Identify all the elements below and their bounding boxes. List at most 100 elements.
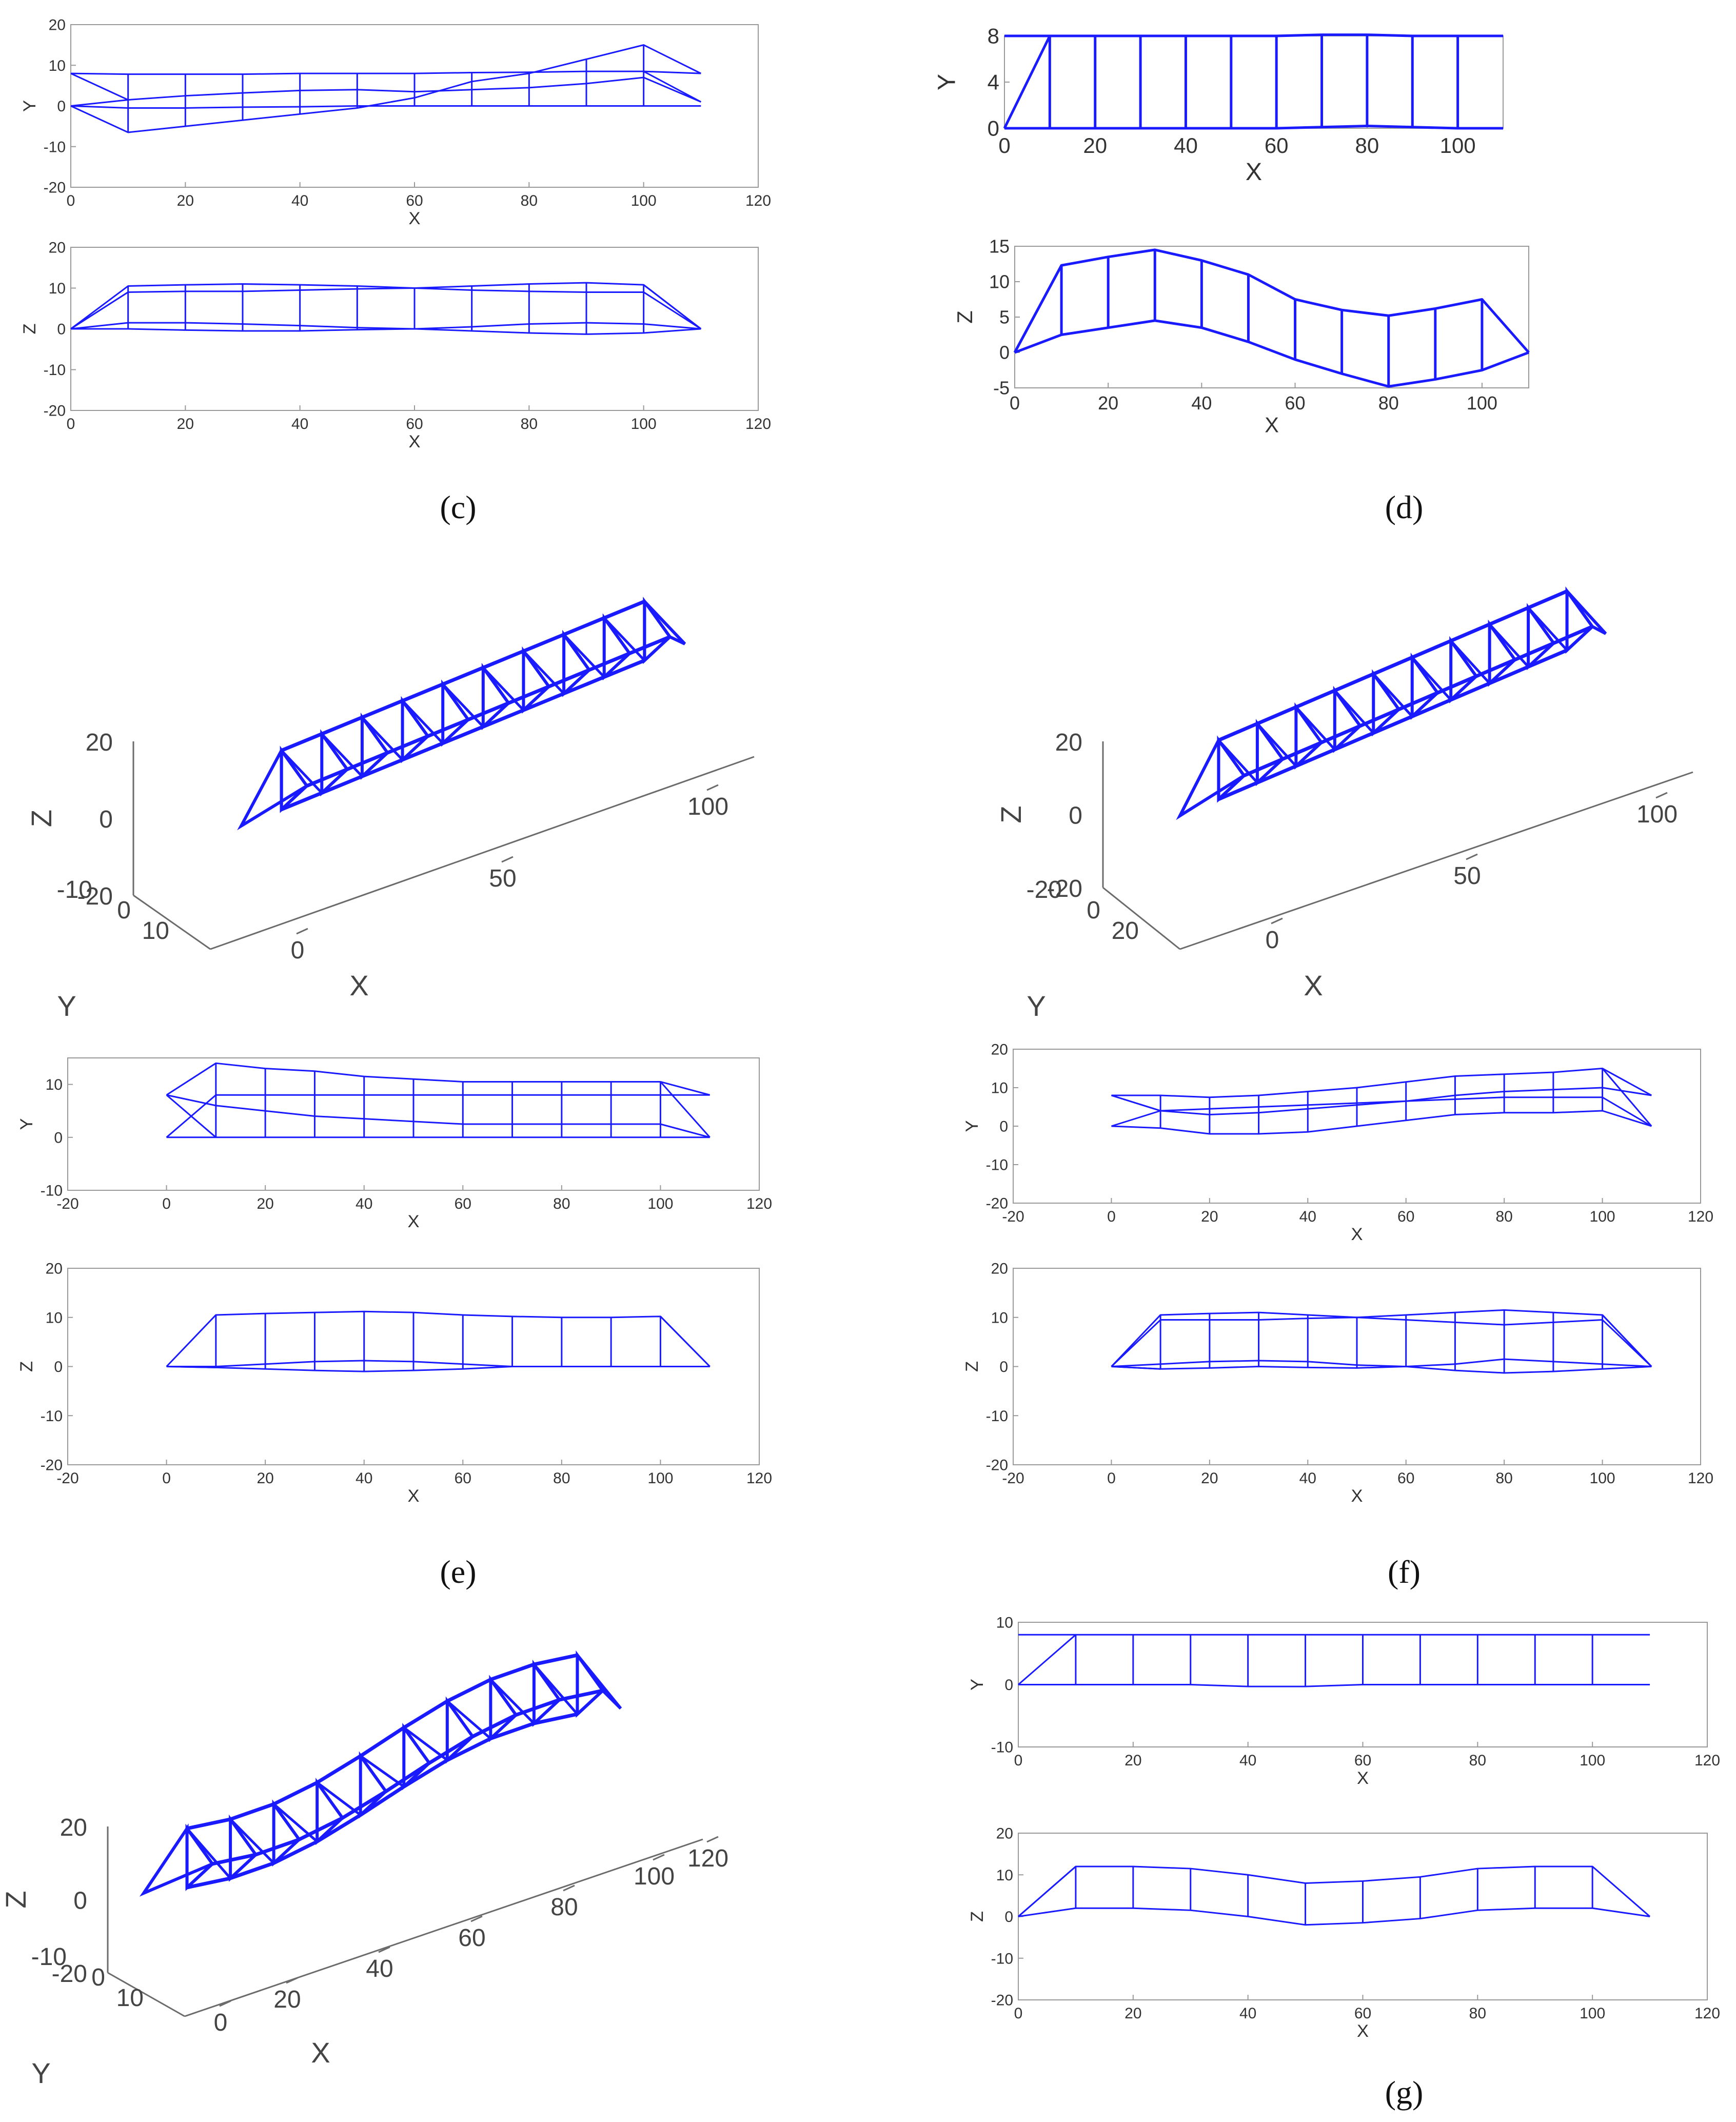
y-tick-label: -10 (44, 139, 66, 155)
x-axis-line (184, 1838, 703, 2017)
chord-line (70, 105, 701, 109)
x-tick-label: 100 (1580, 1752, 1605, 1769)
x-axis-label: X (1246, 158, 1262, 186)
x-tick-label: 40 (356, 1195, 372, 1212)
x-tick-label: 60 (1285, 392, 1306, 414)
chord-line (70, 287, 702, 330)
caption-c: (c) (440, 489, 476, 525)
x-axis-label: X (407, 1486, 419, 1506)
x-tick-label: 20 (257, 1195, 273, 1212)
x-tick-label: 0 (1107, 1208, 1116, 1225)
chord-line (1013, 248, 1530, 353)
diagonal-member (482, 666, 525, 711)
frame-member (359, 1751, 388, 1819)
y-tick-label: -10 (41, 1408, 63, 1425)
x-tick-label: 0 (1014, 1752, 1023, 1769)
y-tick-label: 10 (991, 1080, 1008, 1097)
y-tick-label: 0 (999, 342, 1010, 363)
frame-member (229, 1814, 258, 1882)
y-tick-label: -20 (44, 403, 66, 420)
x-tick-label: 80 (1495, 1208, 1512, 1225)
diagonal-member (273, 1803, 318, 1843)
x-tick-label: 0 (1014, 2005, 1023, 2022)
x-tick-label: 80 (1469, 1752, 1486, 1769)
y-tick-label: 20 (1112, 917, 1139, 945)
diagonal-member (229, 1818, 275, 1864)
frame-member (481, 663, 511, 731)
z-tick-label: 0 (73, 1888, 87, 1915)
plot-d-top: 0 20 40 60 80 100 0 4 8 X Y (933, 24, 1504, 186)
y-axis-label: Y (968, 1679, 987, 1691)
y-tick-label: -10 (991, 1950, 1013, 1967)
x-tick-mark (470, 1915, 483, 1922)
chord-line (1018, 1865, 1651, 1917)
chord-line (1111, 1087, 1652, 1115)
z-tick-label: 20 (86, 729, 113, 756)
chord-line (166, 1094, 710, 1138)
y-tick-label: 10 (49, 280, 66, 297)
y-tick-label: 10 (991, 1309, 1008, 1326)
x-tick-label: 120 (1694, 1752, 1720, 1769)
y-tick-label: 20 (49, 17, 66, 34)
x-tick-label: 100 (1590, 1470, 1615, 1487)
end-brace (643, 597, 686, 664)
frame-member (402, 1723, 431, 1791)
diagonal-member (321, 733, 363, 777)
y-tick-label: -10 (44, 362, 66, 379)
chord-line (306, 635, 671, 788)
y-tick-label: 20 (991, 1042, 1008, 1058)
chord-line (166, 1062, 711, 1096)
x-axis-label: X (1357, 1769, 1369, 1788)
x-tick-label: 120 (746, 1470, 772, 1487)
end-brace (237, 750, 308, 831)
y-tick-label: 10 (996, 1867, 1013, 1884)
diagonal-member (186, 1828, 231, 1879)
x-tick-label: 60 (455, 1195, 471, 1212)
y-tick-label: -20 (1027, 876, 1062, 903)
y-axis-label: Y (57, 990, 76, 1022)
chord-line (1218, 649, 1568, 801)
caption-f: (f) (1388, 1554, 1421, 1590)
y-tick-label: -20 (991, 1992, 1013, 2009)
x-tick-label: 100 (1467, 392, 1497, 414)
x-tick-label: -20 (1002, 1208, 1024, 1225)
diagonal-member (280, 750, 323, 794)
frame-member (320, 729, 349, 797)
x-tick-label: 50 (1453, 862, 1481, 890)
x-tick-label: 100 (634, 1863, 675, 1890)
y-tick-label: 0 (1004, 1909, 1013, 1925)
x-axis-label: X (349, 969, 368, 1001)
y-axis-label: Y (1027, 990, 1045, 1022)
chord-line (1018, 1907, 1650, 1926)
y-tick-label: 5 (999, 307, 1010, 328)
diagonal-member (1527, 606, 1568, 651)
end-brace (1176, 739, 1245, 820)
y-tick-label: 0 (999, 1118, 1008, 1135)
x-tick-mark (378, 1946, 390, 1953)
frame-member (1449, 636, 1478, 703)
x-tick-label: 20 (1125, 2005, 1141, 2022)
x-tick-label: 80 (1469, 2005, 1486, 2022)
y-tick-label: 20 (996, 1825, 1013, 1842)
diagonal-member (522, 650, 565, 695)
y-tick-label: -10 (986, 1408, 1008, 1425)
z-tick-label: -20 (52, 1960, 87, 1988)
x-tick-label: 60 (1354, 1752, 1371, 1769)
x-axis-line (210, 756, 755, 950)
x-tick-label: 120 (745, 416, 771, 433)
x-tick-label: 120 (745, 192, 771, 209)
y-tick-label: 0 (57, 321, 66, 338)
x-tick-label: 0 (162, 1470, 171, 1487)
x-axis-label: X (311, 2036, 330, 2069)
x-tick-label: 120 (1688, 1208, 1713, 1225)
y-tick-label: 0 (1087, 897, 1100, 924)
x-tick-label: 40 (366, 1955, 393, 1982)
x-tick-label: 60 (1354, 2005, 1371, 2022)
x-tick-label: 20 (257, 1470, 273, 1487)
y-tick-label: 0 (117, 897, 131, 924)
diagonal-member (361, 716, 404, 761)
y-tick-label: 10 (46, 1076, 63, 1093)
y-tick-label: 0 (999, 1359, 1008, 1376)
